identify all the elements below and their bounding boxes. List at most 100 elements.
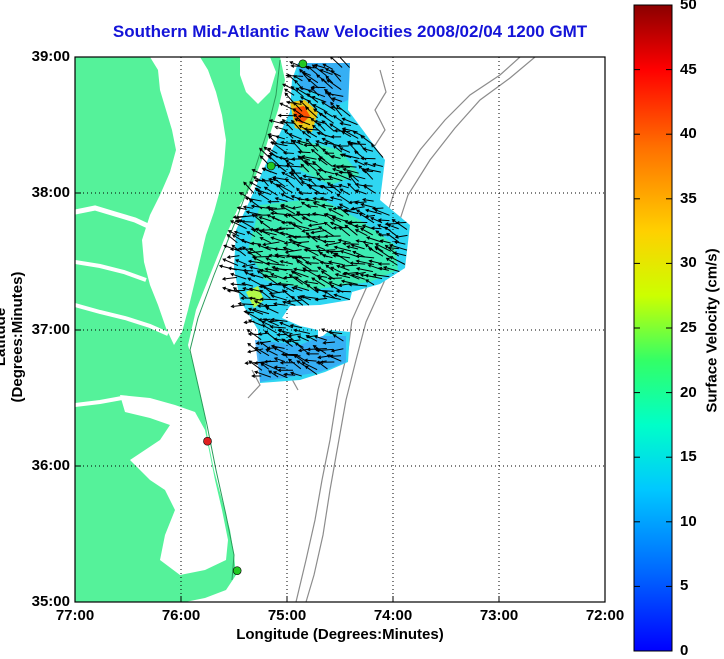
velocity-arrow — [306, 130, 318, 138]
velocity-arrow — [306, 93, 319, 103]
velocity-arrow — [290, 119, 302, 132]
velocity-arrow — [315, 140, 328, 146]
x-tick-label: 73:00 — [479, 607, 519, 624]
x-tick-label: 72:00 — [585, 607, 625, 624]
velocity-arrow — [331, 97, 343, 102]
velocity-arrow — [273, 365, 286, 370]
velocity-arrow — [241, 282, 254, 287]
velocity-arrow — [337, 238, 351, 244]
velocity-arrow — [322, 63, 334, 70]
velocity-arrow — [262, 318, 279, 327]
velocity-arrow — [382, 265, 400, 272]
velocity-arrow — [226, 288, 245, 293]
velocity-arrow — [350, 243, 365, 250]
velocity-arrow — [233, 286, 248, 299]
velocity-arrow — [297, 150, 311, 154]
velocity-arrow — [283, 372, 296, 377]
velocity-arrow — [363, 185, 376, 194]
velocity-arrow — [262, 285, 280, 294]
velocity-arrow — [296, 139, 312, 145]
velocity-arrow — [279, 231, 295, 237]
velocity-arrow — [293, 285, 310, 291]
delaware-bay — [240, 57, 276, 104]
velocity-arrow — [372, 162, 383, 167]
velocity-arrow — [274, 125, 286, 131]
velocity-arrow — [349, 261, 366, 266]
velocity-arrow — [334, 252, 350, 264]
velocity-arrow — [375, 230, 384, 237]
velocity-arrow — [355, 254, 375, 259]
velocity-arrow — [354, 229, 368, 237]
velocity-arrow — [267, 199, 280, 204]
velocity-arrow — [355, 259, 374, 265]
velocity-patch-medium-2 — [300, 140, 360, 185]
colorbar-tick-label: 50 — [680, 0, 697, 13]
velocity-arrow — [300, 163, 310, 173]
velocity-arrow — [247, 319, 263, 327]
velocity-arrow — [287, 358, 302, 370]
velocity-arrow — [270, 317, 288, 322]
velocity-arrow — [364, 273, 383, 280]
velocity-arrows — [218, 57, 408, 378]
albemarle-river — [75, 396, 123, 407]
velocity-arrow — [362, 240, 374, 245]
velocity-arrow — [270, 211, 288, 216]
barrier-islands — [189, 59, 281, 581]
velocity-arrow — [281, 171, 296, 180]
velocity-arrow — [364, 243, 374, 251]
velocity-arrow — [365, 208, 382, 215]
velocity-arrow — [268, 370, 279, 378]
velocity-arrow — [339, 147, 351, 153]
velocity-arrow — [354, 200, 367, 205]
velocity-arrow — [293, 328, 310, 335]
velocity-arrow — [246, 231, 256, 238]
velocity-arrow — [265, 348, 278, 356]
velocity-arrow — [242, 268, 254, 273]
velocity-arrow — [242, 205, 254, 210]
velocity-arrow — [327, 92, 344, 97]
velocity-arrow — [379, 239, 391, 244]
velocity-arrow — [320, 78, 333, 90]
velocity-arrow — [301, 216, 318, 224]
velocity-arrow — [279, 321, 293, 329]
velocity-arrow — [324, 241, 341, 247]
velocity-arrow — [256, 304, 269, 308]
velocity-arrow — [306, 284, 319, 294]
velocity-arrow — [355, 267, 374, 273]
velocity-arrow — [283, 241, 294, 245]
velocity-arrow — [259, 297, 278, 302]
colorbar-tick-label: 25 — [680, 319, 697, 336]
velocity-arrow — [270, 344, 285, 349]
rappahannock-river — [75, 260, 147, 282]
velocity-arrow — [368, 247, 384, 257]
velocity-arrow — [311, 64, 327, 77]
velocity-arrow — [330, 348, 344, 353]
velocity-arrow — [234, 259, 248, 266]
velocity-arrow — [314, 297, 328, 302]
velocity-arrow — [301, 130, 312, 138]
velocity-arrow — [250, 204, 269, 209]
velocity-arrow — [273, 247, 287, 252]
velocity-arrow — [317, 266, 327, 273]
velocity-arrow — [348, 200, 360, 205]
velocity-arrow — [247, 259, 263, 264]
stations — [203, 59, 308, 575]
velocity-arrow — [331, 69, 342, 82]
velocity-arrow — [282, 83, 295, 91]
velocity-arrow — [333, 128, 351, 133]
york-james-river — [75, 303, 169, 336]
velocity-arrow — [338, 183, 349, 189]
velocity-arrow — [307, 89, 326, 98]
velocity-arrow — [231, 234, 247, 244]
velocity-arrow — [372, 273, 390, 278]
velocity-arrow — [270, 294, 288, 301]
velocity-arrow — [286, 162, 296, 173]
x-tick-label: 75:00 — [267, 607, 307, 624]
station-marker — [203, 436, 212, 446]
velocity-arrow — [226, 255, 240, 259]
velocity-arrow — [335, 289, 351, 294]
velocity-arrow — [321, 137, 335, 145]
velocity-arrow — [265, 261, 285, 266]
velocity-arrow — [315, 245, 326, 250]
velocity-arrow — [301, 228, 320, 233]
